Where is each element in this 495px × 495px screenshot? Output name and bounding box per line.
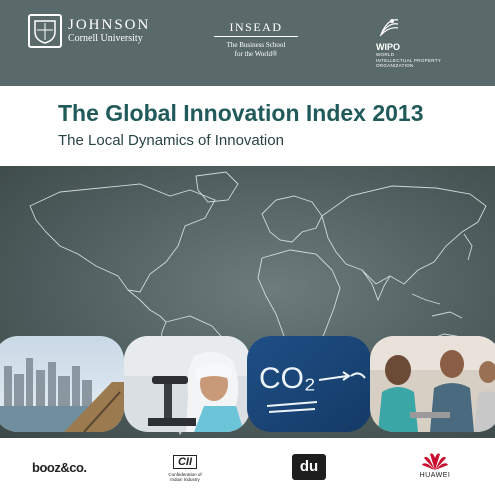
chalkboard-photo: CO₂ xyxy=(247,336,371,432)
insead-logo: INSEAD The Business School for the World… xyxy=(214,20,298,59)
wipo-full-3: ORGANIZATION xyxy=(376,63,414,68)
wipo-name: WIPO xyxy=(376,42,400,52)
johnson-sub: Cornell University xyxy=(68,32,143,44)
cii-line-1: Confederation of xyxy=(168,472,202,477)
booz-logo: booz&co. xyxy=(32,460,87,475)
cii-logo: CII Confederation of Indian Industry xyxy=(160,452,210,482)
huawei-name: HUAWEI xyxy=(419,472,451,479)
city-skyline-photo xyxy=(0,336,124,432)
huawei-logo: HUAWEI xyxy=(412,452,458,479)
cover-subtitle: The Local Dynamics of Innovation xyxy=(58,132,284,149)
classroom-photo xyxy=(370,336,495,432)
wipo-emblem-icon xyxy=(379,19,399,37)
cii-mark: CII xyxy=(172,455,198,469)
title-band xyxy=(0,86,495,166)
wipo-full-1: WORLD xyxy=(376,52,395,57)
huawei-petal-icon xyxy=(422,453,448,470)
du-logo: du xyxy=(292,454,326,480)
microscope-researcher-photo xyxy=(124,336,250,432)
sponsor-band: booz&co. CII Confederation of Indian Ind… xyxy=(0,438,495,495)
johnson-name: JOHNSON xyxy=(68,16,151,33)
insead-tagline-1: The Business School xyxy=(226,41,286,49)
insead-name: INSEAD xyxy=(214,20,298,37)
chalk-co2-text: CO₂ xyxy=(259,362,316,395)
cover-title: The Global Innovation Index 2013 xyxy=(58,100,424,126)
insead-tagline-2: for the World® xyxy=(234,50,278,58)
crest-icon xyxy=(28,14,62,48)
cii-line-2: Indian Industry xyxy=(170,477,200,482)
photo-strip: CO₂ xyxy=(0,336,495,432)
partner-logo-band: JOHNSON Cornell University INSEAD The Bu… xyxy=(0,0,495,86)
johnson-logo: JOHNSON Cornell University xyxy=(28,14,150,48)
wipo-logo: WIPO WORLD INTELLECTUAL PROPERTY ORGANIZ… xyxy=(376,14,441,69)
wipo-full-2: INTELLECTUAL PROPERTY xyxy=(376,57,442,63)
